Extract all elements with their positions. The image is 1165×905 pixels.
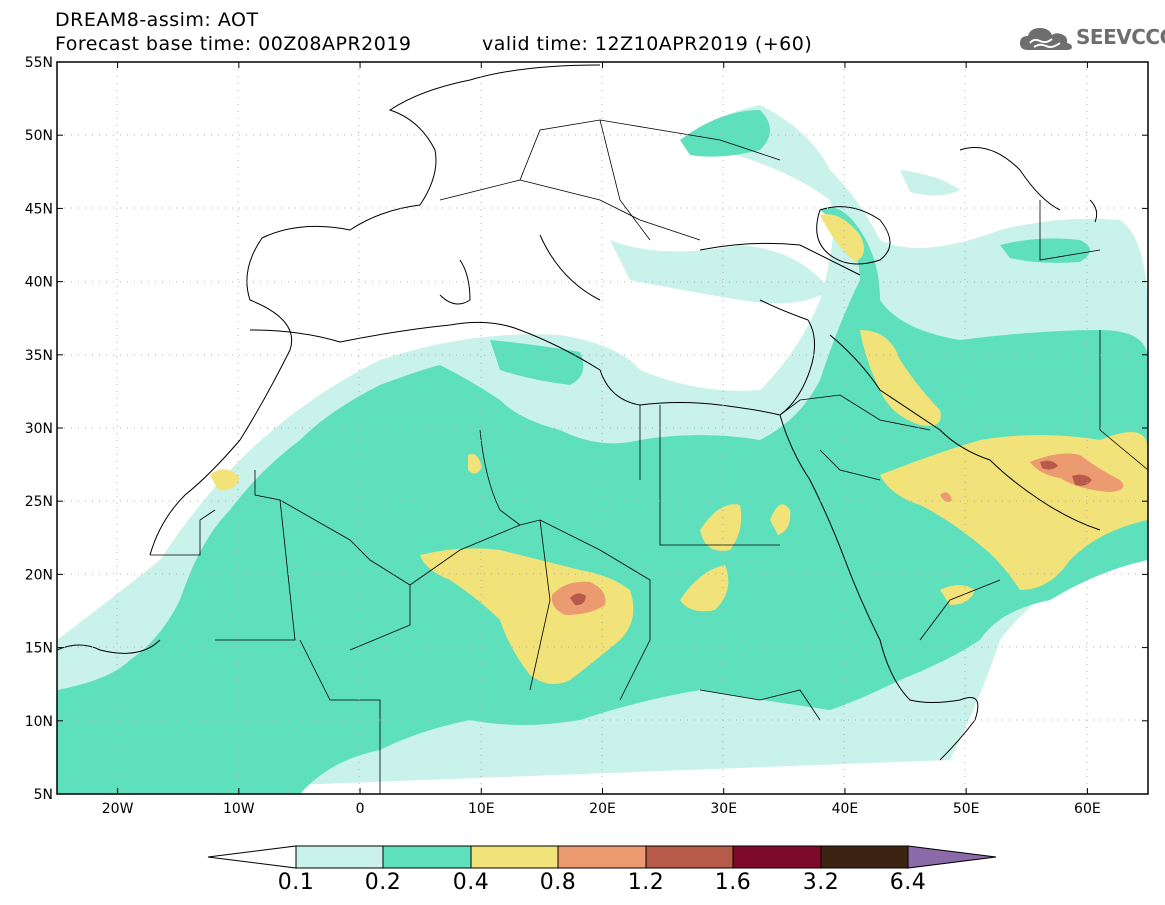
- colorbar-label: 0.8: [539, 870, 577, 895]
- colorbar-label: 6.4: [889, 870, 927, 895]
- valid-time: valid time: 12Z10APR2019 (+60): [482, 33, 813, 55]
- cloud-logo-icon: [1020, 28, 1072, 50]
- colorbar-label: 0.1: [277, 870, 315, 895]
- lat-tick-label: 15N: [25, 641, 53, 657]
- colorbar-swatch-1.6: [732, 845, 822, 869]
- lon-tick-label: 30E: [710, 801, 737, 817]
- colorbar-label: 0.2: [364, 870, 402, 895]
- borders: [150, 119, 1148, 794]
- colorbar-label: 1.2: [627, 870, 665, 895]
- lon-tick-label: 20E: [589, 801, 616, 817]
- latitude-labels: 55N 50N 45N 40N 35N 30N 25N 20N 15N 10N 5N: [25, 55, 53, 803]
- lat-tick-label: 55N: [25, 55, 53, 71]
- lat-tick-label: 10N: [25, 714, 53, 730]
- lat-tick-label: 40N: [25, 275, 53, 291]
- colorbar: [207, 845, 997, 869]
- forecast-base-time: Forecast base time: 00Z08APR2019: [55, 33, 412, 55]
- logo-text: SEEVCCC: [1076, 25, 1165, 49]
- colorbar-swatch-0.8: [557, 845, 647, 869]
- axis-ticks: [57, 61, 1148, 795]
- map-title: DREAM8-assim: AOT: [55, 9, 259, 31]
- lat-tick-label: 25N: [25, 494, 53, 510]
- seevccc-logo: SEEVCCC: [1018, 24, 1165, 54]
- colorbar-low-arrow: [207, 845, 297, 869]
- lat-tick-label: 20N: [25, 567, 53, 583]
- aot-field: [57, 105, 1148, 794]
- colorbar-swatch-0.2: [382, 845, 472, 869]
- lat-tick-label: 35N: [25, 348, 53, 364]
- lon-tick-label: 10E: [468, 801, 495, 817]
- longitude-labels: 20W 10W 0 10E 20E 30E 40E 50E 60E: [102, 801, 1101, 817]
- lon-tick-label: 0: [356, 801, 365, 817]
- colorbar-swatch-1.2: [645, 845, 734, 869]
- lon-tick-label: 20W: [102, 801, 134, 817]
- lat-tick-label: 5N: [34, 787, 53, 803]
- lat-tick-label: 45N: [25, 201, 53, 217]
- lon-tick-label: 60E: [1074, 801, 1101, 817]
- lon-tick-label: 40E: [832, 801, 859, 817]
- colorbar-swatch-0.1: [295, 845, 384, 869]
- coastlines: [57, 64, 1101, 761]
- colorbar-swatch-0.4: [470, 845, 559, 869]
- colorbar-high-arrow: [907, 845, 997, 869]
- lon-tick-label: 50E: [953, 801, 980, 817]
- colorbar-label: 3.2: [802, 870, 840, 895]
- aot-level-1.2: [570, 460, 1092, 606]
- colorbar-label: 0.4: [452, 870, 490, 895]
- lat-tick-label: 50N: [25, 128, 53, 144]
- lon-tick-label: 10W: [223, 801, 255, 817]
- map-grid: [57, 62, 1148, 794]
- colorbar-swatch-3.2: [820, 845, 909, 869]
- lat-tick-label: 30N: [25, 421, 53, 437]
- colorbar-label: 1.6: [714, 870, 752, 895]
